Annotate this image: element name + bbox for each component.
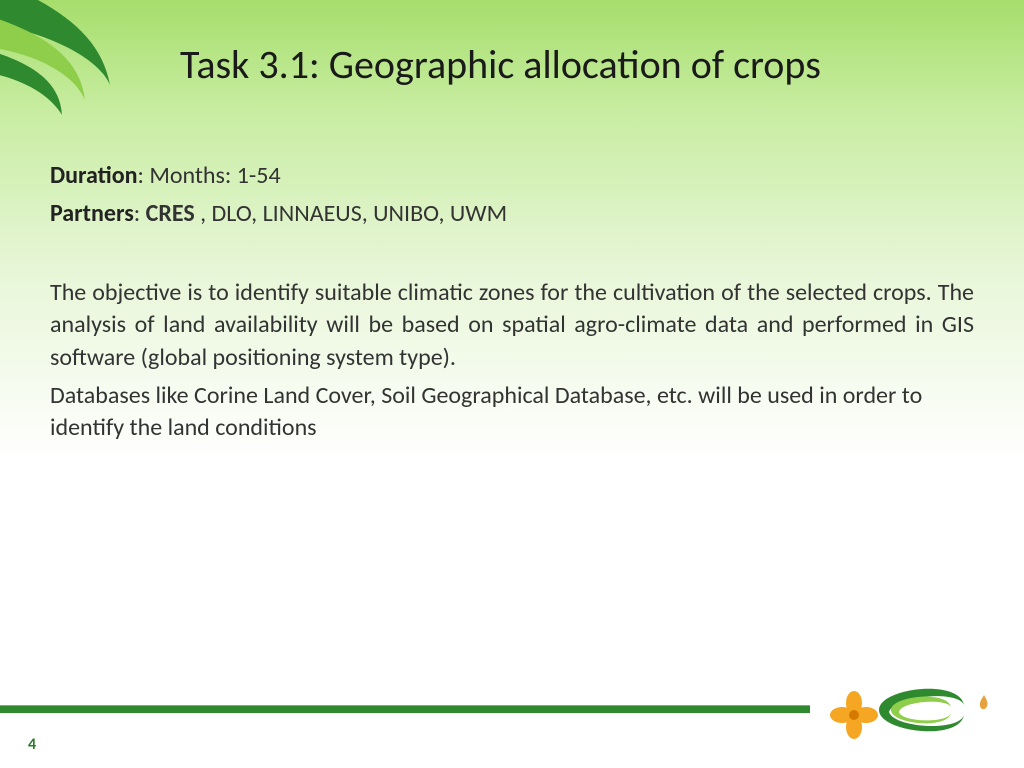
footer-logo-icon	[824, 670, 994, 750]
spacer	[50, 237, 974, 277]
partners-sep: :	[134, 199, 146, 228]
slide: Task 3.1: Geographic allocation of crops…	[0, 0, 1024, 768]
footer-bar	[0, 705, 810, 713]
duration-value: : Months: 1-54	[137, 161, 280, 190]
partners-line: Partners: CRES , DLO, LINNAEUS, UNIBO, U…	[50, 198, 974, 230]
databases-paragraph: Databases like Corine Land Cover, Soil G…	[50, 380, 974, 445]
objective-paragraph: The objective is to identify suitable cl…	[50, 277, 974, 374]
slide-title: Task 3.1: Geographic allocation of crops	[180, 40, 964, 89]
page-number: 4	[28, 735, 36, 754]
corner-swoosh-icon	[0, 0, 170, 150]
slide-body: Duration: Months: 1-54 Partners: CRES , …	[50, 160, 974, 445]
partners-lead: CRES	[146, 199, 195, 228]
partners-label: Partners	[50, 199, 134, 228]
duration-line: Duration: Months: 1-54	[50, 160, 974, 192]
partners-rest: , DLO, LINNAEUS, UNIBO, UWM	[195, 199, 507, 228]
duration-label: Duration	[50, 161, 137, 190]
